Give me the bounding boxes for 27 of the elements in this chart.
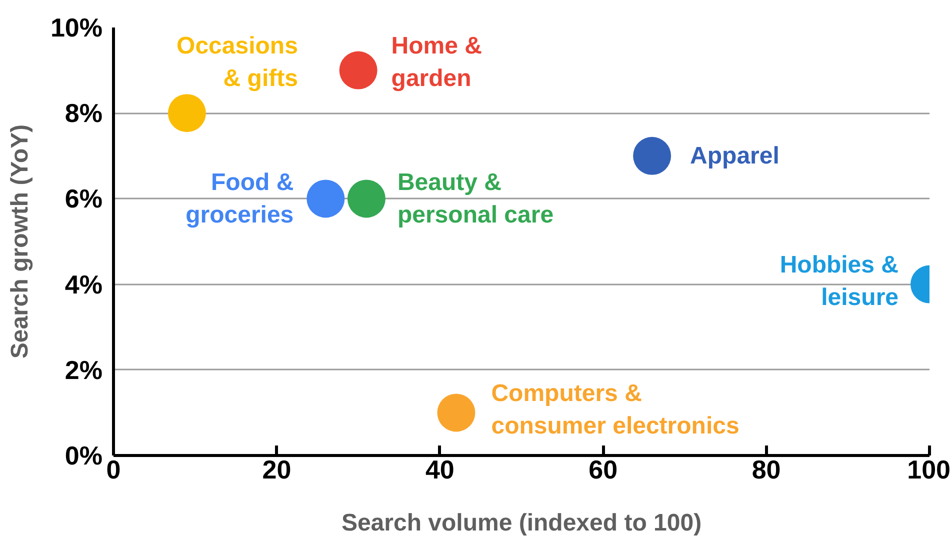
y-tick-label: 2% xyxy=(64,354,102,385)
x-tick-label: 20 xyxy=(262,454,292,484)
y-tick-label: 4% xyxy=(64,269,102,300)
point xyxy=(347,180,386,218)
series-label: Hobbies & leisure xyxy=(780,252,899,311)
point xyxy=(437,394,476,432)
y-tick-label: 6% xyxy=(64,184,102,214)
series-label: Home & garden xyxy=(391,32,482,92)
point xyxy=(168,94,206,132)
point xyxy=(339,51,378,90)
point xyxy=(633,136,672,175)
x-tick-label: 40 xyxy=(425,454,454,484)
x-axis-title: Search volume (indexed to 100) xyxy=(341,510,702,536)
x-tick-label: 0 xyxy=(106,454,121,484)
x-tick-label: 80 xyxy=(752,454,781,484)
series-label: Computers & consumer electronics xyxy=(491,380,740,440)
series-label: Food & groceries xyxy=(186,169,294,228)
y-axis-title: Search growth (YoY) xyxy=(6,124,34,359)
y-tick-label: 8% xyxy=(64,98,102,128)
x-tick-label: 100 xyxy=(907,454,950,484)
series-label: Occasions & gifts xyxy=(176,32,298,92)
x-tick-label: 60 xyxy=(588,454,618,484)
y-tick-label: 10% xyxy=(50,12,103,42)
series-label: Beauty & personal care xyxy=(397,169,554,228)
point xyxy=(306,180,345,218)
series-label: Apparel xyxy=(690,142,780,170)
y-tick-label: 0% xyxy=(64,440,102,470)
